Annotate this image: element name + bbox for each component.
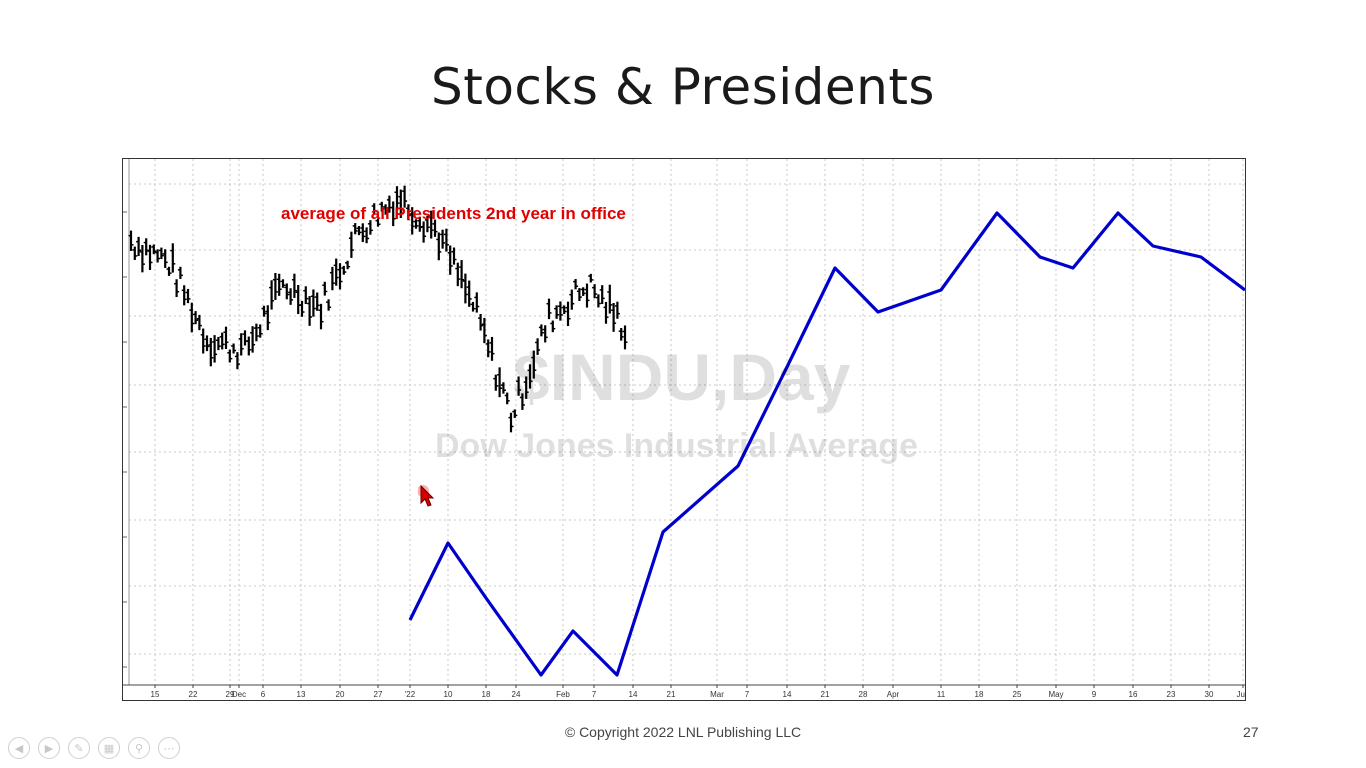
x-tick-label: 22 — [189, 690, 198, 699]
back-icon[interactable]: ◀ — [8, 737, 30, 759]
x-tick-label: 21 — [667, 690, 676, 699]
chart-frame: 15 22 29 Dec 6 13 20 27 '22 10 18 24 Feb 7 14 21 Mar 7 14 2… — [122, 158, 1246, 701]
watermark-name: Dow Jones Industrial Average — [435, 427, 919, 465]
x-tick-label: 10 — [444, 690, 453, 699]
x-tick-label: 16 — [1129, 690, 1138, 699]
x-tick-label: 28 — [859, 690, 868, 699]
more-icon[interactable]: ⋯ — [158, 737, 180, 759]
x-tick-label: Jun — [1237, 690, 1245, 699]
x-tick-label: Apr — [887, 690, 900, 699]
slides-icon[interactable]: ▦ — [98, 737, 120, 759]
price-bars — [128, 185, 628, 433]
x-tick-label: 24 — [512, 690, 521, 699]
x-tick-label: May — [1048, 690, 1063, 699]
x-tick-label: 14 — [783, 690, 792, 699]
zoom-icon[interactable]: ⚲ — [128, 737, 150, 759]
chart-grid — [129, 159, 1245, 685]
x-tick-label: Feb — [556, 690, 570, 699]
x-tick-label: 21 — [821, 690, 830, 699]
x-tick-label: 11 — [937, 690, 946, 699]
x-tick-label: Mar — [710, 690, 724, 699]
x-tick-label: Dec — [232, 690, 246, 699]
forward-icon[interactable]: ▶ — [38, 737, 60, 759]
pen-icon[interactable]: ✎ — [68, 737, 90, 759]
presidential-cycle-line — [408, 211, 1245, 677]
slide-title: Stocks & Presidents — [431, 58, 935, 116]
x-tick-label: 18 — [482, 690, 491, 699]
x-tick-label: 7 — [592, 690, 597, 699]
page-number: 27 — [1243, 724, 1259, 740]
copyright-footer: © Copyright 2022 LNL Publishing LLC — [564, 724, 802, 740]
x-tick-label: 14 — [629, 690, 638, 699]
x-tick-label: 6 — [261, 690, 266, 699]
x-tick-label: 29 — [226, 690, 235, 699]
x-tick-label: '22 — [405, 690, 416, 699]
x-tick-label: 30 — [1205, 690, 1214, 699]
x-tick-label: 23 — [1167, 690, 1176, 699]
slideshow-nav-bar: ◀ ▶ ✎ ▦ ⚲ ⋯ — [8, 737, 180, 759]
mouse-cursor-icon — [418, 484, 435, 507]
chart-annotation: average of all Presidents 2nd year in of… — [281, 204, 626, 223]
x-tick-label: 20 — [336, 690, 345, 699]
x-tick-label: 7 — [745, 690, 750, 699]
x-tick-label: 25 — [1013, 690, 1022, 699]
x-tick-label: 15 — [151, 690, 160, 699]
watermark-symbol: $INDU,Day — [513, 340, 851, 414]
x-tick-label: 9 — [1092, 690, 1097, 699]
x-tick-label: 13 — [297, 690, 306, 699]
x-tick-label: 27 — [374, 690, 383, 699]
x-tick-label: 18 — [975, 690, 984, 699]
